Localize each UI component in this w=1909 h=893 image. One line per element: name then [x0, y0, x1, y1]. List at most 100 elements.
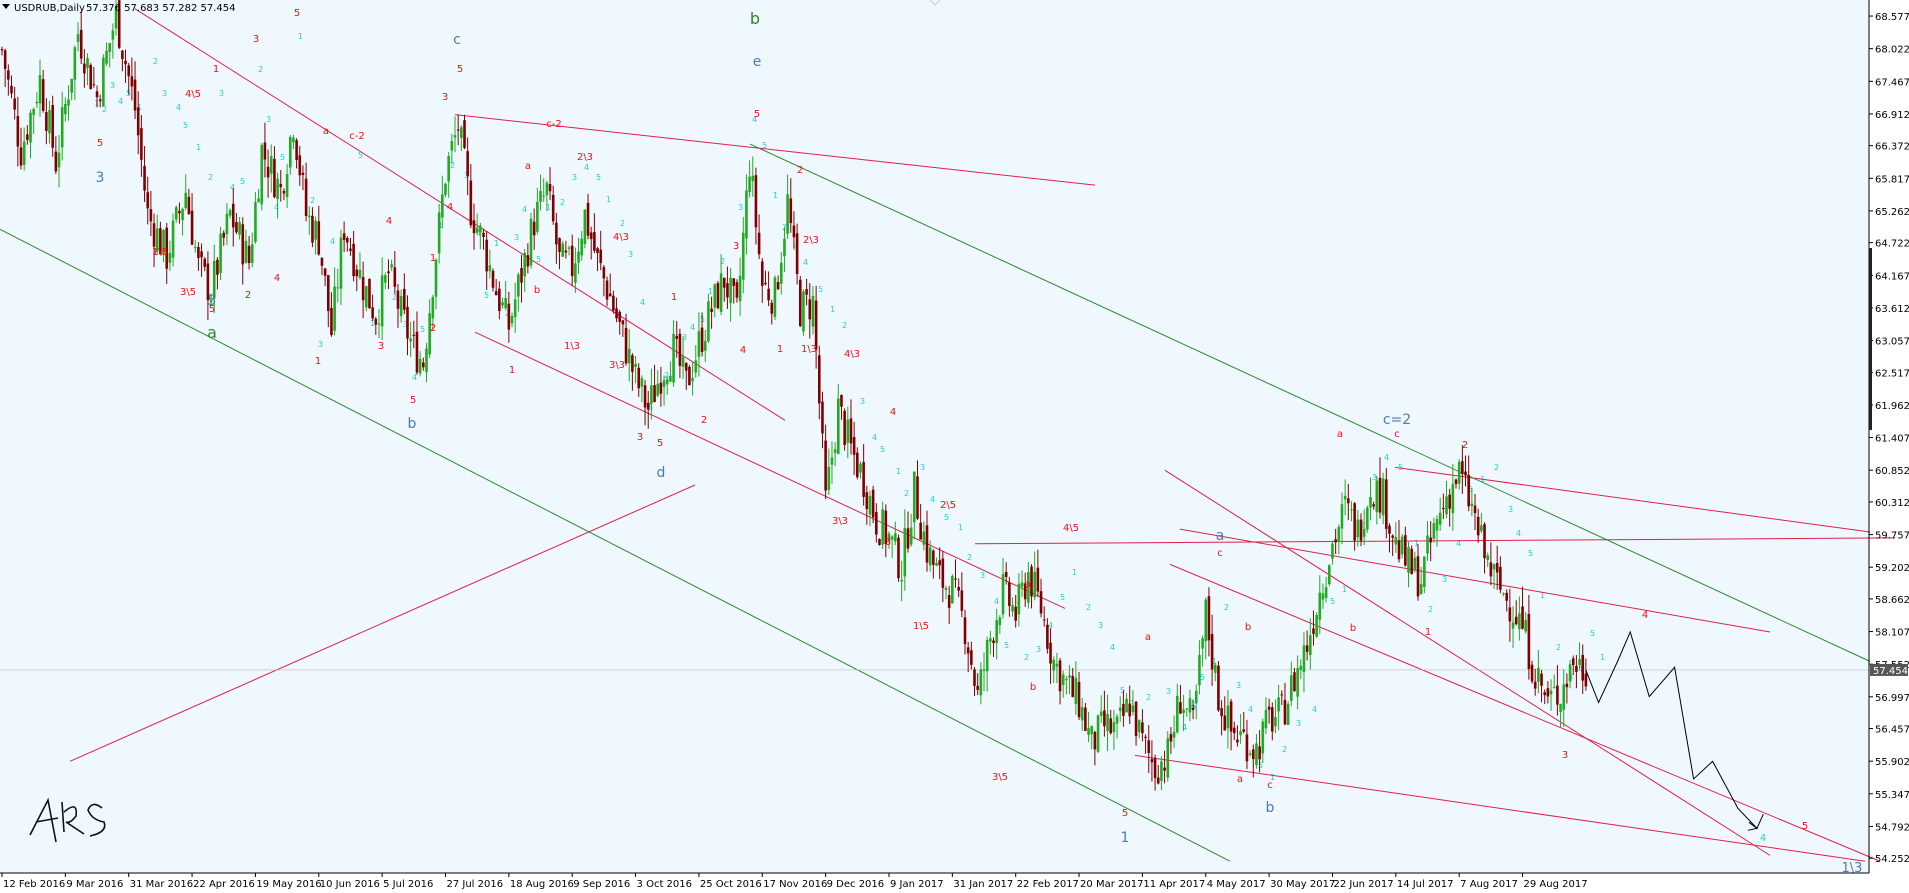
candle-body	[843, 410, 846, 445]
red-channel-line[interactable]	[1169, 563, 1881, 862]
red-channel-line[interactable]	[1134, 754, 1866, 862]
candle-body	[1546, 688, 1550, 697]
candle-body	[1369, 496, 1372, 508]
candle-body	[821, 401, 824, 434]
candle-body	[155, 228, 159, 252]
candle-body	[412, 334, 416, 336]
sub-wave-mark: 5	[1590, 629, 1595, 638]
candle-body	[1454, 479, 1458, 485]
dropdown-arrow-icon[interactable]	[2, 4, 10, 9]
time-tick-label: 10 Jun 2016	[320, 879, 380, 890]
candle-body	[143, 166, 146, 191]
candle-body	[339, 237, 343, 289]
candle-body	[1486, 555, 1489, 561]
sub-wave-mark: 4	[872, 433, 877, 442]
candle-body	[1340, 504, 1344, 529]
red-channel-line[interactable]	[69, 484, 696, 762]
wave-label: 5	[294, 8, 300, 19]
candle-body	[434, 259, 438, 297]
red-channel-line[interactable]	[974, 537, 1896, 545]
candle-body	[29, 112, 32, 143]
candle-body	[0, 49, 4, 51]
candle-body	[51, 105, 54, 148]
candle-body	[1476, 516, 1480, 536]
candle-body	[745, 190, 748, 239]
sub-wave-mark: 4	[690, 323, 695, 332]
wave-label: 2	[245, 290, 251, 301]
candle-body	[92, 84, 96, 86]
candle-body	[1163, 767, 1166, 771]
candle-body	[688, 366, 691, 386]
price-tick-label: 60.852	[1875, 466, 1909, 477]
candle-body	[1331, 543, 1334, 559]
green-channel-line[interactable]	[749, 143, 1871, 662]
candle-body	[989, 638, 992, 642]
candle-body	[238, 222, 241, 235]
red-channel-line[interactable]	[1179, 528, 1771, 633]
sub-wave-mark: 1	[546, 203, 551, 212]
green-channel-line[interactable]	[0, 228, 1231, 862]
red-channel-line[interactable]	[454, 114, 1096, 186]
wave-label: b	[1030, 682, 1036, 693]
candle-body	[1156, 777, 1160, 784]
sub-wave-mark: 1	[196, 143, 201, 152]
candle-body	[694, 360, 698, 373]
sub-wave-mark: 4	[1248, 705, 1253, 714]
candle-body	[70, 78, 73, 93]
candle-body	[1166, 738, 1170, 778]
candle-body	[292, 137, 295, 143]
candle-body	[691, 378, 694, 382]
candle-body	[1511, 622, 1515, 629]
red-channel-line[interactable]	[474, 331, 1066, 609]
time-tick-label: 18 Aug 2016	[510, 879, 574, 890]
candle-body	[1042, 619, 1046, 621]
candle-body	[1226, 705, 1230, 729]
time-tick-label: 20 Mar 2017	[1080, 879, 1143, 890]
candle-body	[982, 669, 986, 671]
candle-body	[460, 127, 463, 138]
wave-label: 4	[1760, 833, 1766, 844]
candle-body	[1001, 574, 1005, 615]
candle-body	[368, 278, 371, 309]
sub-wave-mark: 2	[1494, 463, 1499, 472]
candle-body	[178, 210, 181, 214]
wave-label: 1	[777, 344, 783, 355]
candle-body	[966, 647, 970, 654]
candle-body	[1366, 507, 1369, 530]
sub-wave-mark: 1	[370, 319, 375, 328]
candle-body	[542, 195, 545, 197]
axis-scroll-marker[interactable]	[1869, 248, 1872, 430]
candle-body	[1236, 739, 1239, 743]
candle-body	[1280, 694, 1284, 696]
wave-label: 1	[671, 292, 677, 303]
sub-wave-mark: 3	[738, 203, 743, 212]
candle-body	[1410, 548, 1413, 574]
price-tick-label: 63.612	[1875, 304, 1909, 315]
wave-label: 3\5	[992, 772, 1008, 783]
candle-body	[570, 245, 574, 277]
candle-body	[48, 110, 51, 134]
candle-body	[992, 640, 995, 644]
candle-body	[415, 331, 419, 373]
candle-body	[1213, 664, 1217, 673]
time-tick-label: 4 May 2017	[1207, 879, 1266, 890]
candle-body	[757, 232, 761, 255]
candle-body	[998, 617, 1002, 626]
candle-body	[1014, 606, 1017, 621]
sub-wave-mark: 2	[1360, 521, 1365, 530]
candle-body	[282, 190, 286, 194]
sub-wave-mark: 4	[412, 373, 417, 382]
forecast-line[interactable]	[1585, 630, 1764, 830]
wave-label: 1	[509, 365, 515, 376]
candle-body	[159, 228, 162, 255]
red-channel-line[interactable]	[1164, 469, 1771, 856]
sub-wave-mark: 2	[1146, 693, 1151, 702]
wave-label: 3	[1562, 750, 1568, 761]
price-tick-label: 67.467	[1875, 77, 1909, 88]
candle-body	[1207, 596, 1211, 641]
candle-body	[548, 184, 552, 192]
candle-body	[637, 367, 641, 389]
candle-body	[1055, 663, 1059, 667]
candle-body	[469, 180, 473, 226]
candle-body	[228, 210, 232, 216]
